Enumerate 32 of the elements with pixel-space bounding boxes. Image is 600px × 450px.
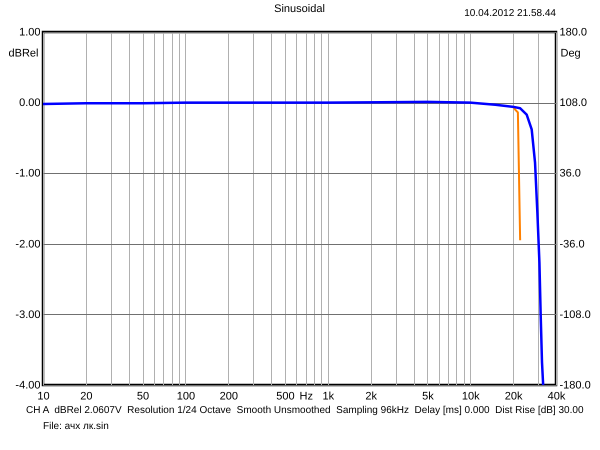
y-tick-label: 1.00 xyxy=(19,26,40,38)
chart-title: Sinusoidal xyxy=(274,3,325,15)
y-tick-label: -4.00 xyxy=(15,380,40,392)
y2-tick-label: 36.0 xyxy=(560,168,581,180)
x-axis-title: Hz xyxy=(300,390,314,402)
x-tick-label: 40k xyxy=(548,390,566,402)
y2-tick-label: 108.0 xyxy=(560,97,588,110)
y2-tick-label: 180.0 xyxy=(560,26,588,38)
text: CH A dBRel 2.0607V Resolution 1/24 Octave Smooth Unsmoothed Sampling 96kHz Delay [ms] 0.000 Dist Rise [dB] 30.00 xyxy=(26,405,584,416)
x-tick-label: 5k xyxy=(422,390,434,402)
y-tick-label: -1.00 xyxy=(15,168,40,180)
y-tick-label: -3.00 xyxy=(15,308,40,321)
text: File: ачх лк.sin xyxy=(43,421,109,432)
x-tick-label: 50 xyxy=(136,390,150,402)
y2-tick-label: -180.0 xyxy=(560,380,591,392)
x-tick-label: 200 xyxy=(220,390,238,402)
x-tick-label: 20k xyxy=(504,390,523,402)
x-tick-label: 2k xyxy=(365,390,378,402)
x-tick-label: 100 xyxy=(176,390,196,402)
x-tick-label: 10k xyxy=(462,390,480,402)
y2-tick-label: -108.0 xyxy=(560,308,591,321)
y2-axis-title: Deg xyxy=(560,48,581,60)
y-axis-title: dBRel xyxy=(8,48,38,60)
x-tick-label: 20 xyxy=(80,390,92,402)
x-tick-label: 500 xyxy=(276,390,295,402)
x-tick-label: 1k xyxy=(322,390,335,402)
x-tick-label: 10 xyxy=(37,390,50,402)
y-tick-label: -2.00 xyxy=(15,238,40,250)
y-tick-label: 0.00 xyxy=(19,97,40,110)
text: 10.04.2012 21.58.44 xyxy=(464,8,556,19)
y2-tick-label: -36.0 xyxy=(560,238,585,250)
line-series xyxy=(512,106,522,242)
